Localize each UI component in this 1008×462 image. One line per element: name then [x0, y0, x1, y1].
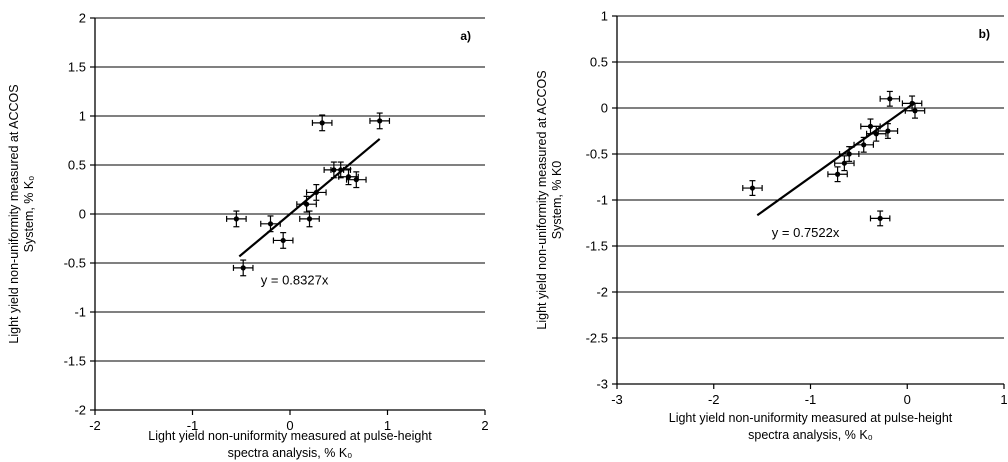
y-tick-label: -2: [74, 403, 86, 418]
y-tick-label: 2: [79, 11, 86, 26]
y-tick-label: -2: [596, 285, 608, 300]
data-point: [226, 210, 247, 228]
x-tick-label: -1: [187, 418, 199, 433]
data-point: [904, 102, 926, 119]
point-marker: [240, 265, 246, 271]
x-tick-label: -1: [805, 392, 817, 407]
x-tick-label: 0: [904, 392, 911, 407]
data-point: [345, 171, 367, 189]
data-point: [879, 90, 901, 107]
data-point: [311, 114, 333, 132]
point-marker: [867, 123, 874, 129]
point-marker: [267, 221, 274, 227]
data-point: [299, 210, 320, 228]
y-tick-label: -1.5: [586, 239, 608, 254]
panel-label: b): [979, 27, 990, 41]
x-axis-label: spectra analysis, % Κ₀: [228, 446, 353, 460]
point-marker: [885, 128, 891, 134]
y-tick-label: -1: [596, 193, 608, 208]
y-tick-label: -0.5: [586, 147, 608, 162]
data-point: [853, 136, 874, 153]
trendline-equation: y = 0.7522x: [772, 225, 840, 240]
data-point: [338, 168, 359, 186]
x-tick-label: -3: [611, 392, 623, 407]
y-tick-label: 0: [79, 207, 86, 222]
point-marker: [887, 96, 893, 102]
data-point: [860, 118, 881, 135]
data-point: [877, 123, 899, 139]
y-axis-label: Light yield non-uniformity measured at A…: [7, 84, 21, 343]
y-axis-label: System, % Κ₀: [22, 176, 36, 253]
data-point: [866, 125, 887, 142]
y-axis-label: Light yield non-uniformity measured at A…: [535, 70, 549, 329]
data-point: [742, 180, 763, 196]
point-marker: [861, 142, 867, 148]
point-marker: [353, 177, 359, 183]
point-marker: [846, 151, 852, 157]
y-tick-label: 0: [601, 101, 608, 116]
point-marker: [912, 108, 918, 114]
data-point: [272, 232, 294, 249]
y-tick-label: -2.5: [586, 331, 608, 346]
x-axis-label: spectra analysis, % Κ₀: [748, 428, 873, 442]
point-marker: [749, 185, 756, 191]
point-marker: [841, 160, 847, 166]
chart-panel-b: 1 0.5 0 -0.5 -1 -1.5 -2 -2.5 -3-3 -2 -1 0 1 y = 0.752…: [535, 9, 1008, 443]
x-tick-label: -2: [89, 418, 101, 433]
x-tick-label: 2: [481, 418, 488, 433]
point-marker: [303, 201, 310, 207]
data-point: [869, 210, 891, 227]
point-marker: [377, 118, 383, 124]
x-tick-label: -2: [708, 392, 720, 407]
point-marker: [306, 216, 313, 222]
y-axis-label: System, % K0: [550, 161, 564, 240]
chart-panel-a: 2 1.5 1 0.5 0 -0.5 -1 -1.5 -2-2 -1 0 1 2 y = 0.8327x a…: [7, 11, 489, 461]
data-point: [296, 195, 317, 213]
y-tick-label: 0.5: [68, 158, 86, 173]
y-tick-label: 0.5: [590, 55, 608, 70]
x-tick-label: 1: [384, 418, 391, 433]
point-marker: [338, 167, 344, 173]
data-point: [827, 166, 848, 183]
point-marker: [313, 189, 319, 196]
point-marker: [233, 216, 239, 222]
trendline: [238, 138, 381, 258]
y-tick-label: -1.5: [64, 354, 86, 369]
y-tick-label: 1: [79, 109, 86, 124]
trendline-equation: y = 0.8327x: [261, 273, 329, 288]
x-axis-label: Light yield non-uniformity measured at p…: [148, 429, 432, 443]
x-tick-label: 0: [286, 418, 293, 433]
x-tick-label: 1: [1000, 392, 1007, 407]
x-axis-label: Light yield non-uniformity measured at p…: [669, 411, 953, 425]
data-point: [232, 259, 254, 277]
point-marker: [280, 237, 286, 244]
y-tick-label: 1.5: [68, 60, 86, 75]
y-tick-label: -0.5: [64, 256, 86, 271]
data-point: [369, 112, 391, 130]
data-point: [305, 184, 327, 201]
point-marker: [345, 174, 352, 180]
point-marker: [834, 171, 841, 177]
point-marker: [873, 131, 879, 137]
point-marker: [319, 120, 325, 126]
point-marker: [877, 215, 883, 221]
y-tick-label: -1: [74, 305, 86, 320]
data-point: [834, 155, 855, 172]
y-tick-label: -3: [596, 377, 608, 392]
data-point: [838, 146, 860, 162]
panel-label: a): [460, 29, 471, 43]
trendline: [756, 101, 916, 217]
data-point: [330, 161, 352, 179]
y-tick-label: 1: [601, 9, 608, 24]
data-point: [260, 215, 281, 233]
